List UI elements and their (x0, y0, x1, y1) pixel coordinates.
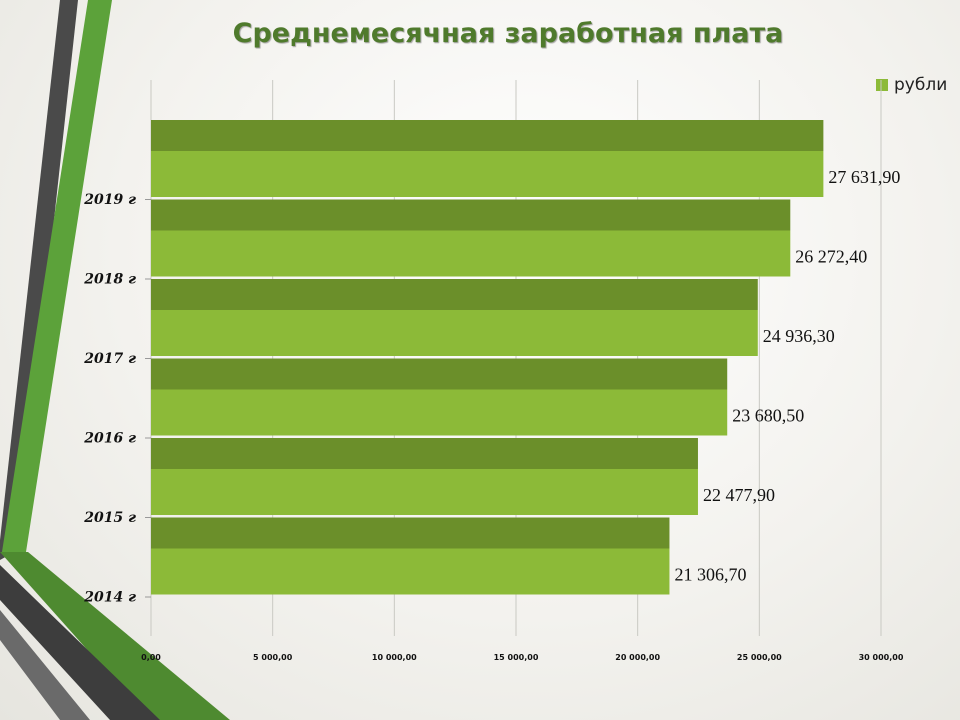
data-label: 22 477,90 (703, 485, 775, 505)
decor-green-stripe (2, 0, 112, 552)
decor-gray-stripe (0, 0, 78, 560)
x-tick-label: 20 000,00 (615, 653, 660, 662)
category-label: 2018 г (83, 272, 136, 288)
bar (151, 548, 670, 595)
x-tick-label: 0,00 (141, 653, 161, 662)
bar-shadow (151, 279, 758, 310)
x-tick-label: 5 000,00 (253, 653, 293, 662)
category-label: 2016 г (83, 431, 136, 447)
data-label: 27 631,90 (828, 167, 900, 187)
bar-shadow (151, 120, 824, 151)
data-label: 26 272,40 (795, 247, 867, 267)
bar-shadow (151, 438, 698, 469)
x-tick-label: 15 000,00 (494, 653, 539, 662)
chart-title: Среднемесячная заработная плата (232, 18, 784, 49)
legend-label: рубли (894, 75, 948, 95)
bar-shadow (151, 199, 791, 231)
decor-gray-wedge (0, 610, 90, 720)
bar (151, 469, 698, 515)
data-label: 23 680,50 (732, 406, 804, 426)
category-label: 2019 г (83, 192, 136, 208)
bar (151, 230, 791, 277)
legend: рубли (876, 75, 947, 95)
legend-swatch (876, 79, 888, 91)
x-tick-label: 25 000,00 (737, 653, 782, 662)
bar (151, 310, 758, 356)
x-tick-label: 30 000,00 (859, 653, 904, 662)
bar-shadow (151, 517, 670, 549)
x-tick-label: 10 000,00 (372, 653, 417, 662)
decor-dark-wedge (0, 565, 160, 720)
category-label: 2014 г (83, 590, 136, 606)
bar-shadow (151, 358, 728, 390)
bar (151, 151, 824, 197)
decor-green-wedge (0, 552, 230, 720)
category-label: 2015 г (83, 510, 136, 526)
data-label: 21 306,70 (674, 565, 746, 585)
category-label: 2017 г (83, 351, 136, 367)
bar (151, 389, 728, 436)
data-label: 24 936,30 (763, 326, 835, 346)
